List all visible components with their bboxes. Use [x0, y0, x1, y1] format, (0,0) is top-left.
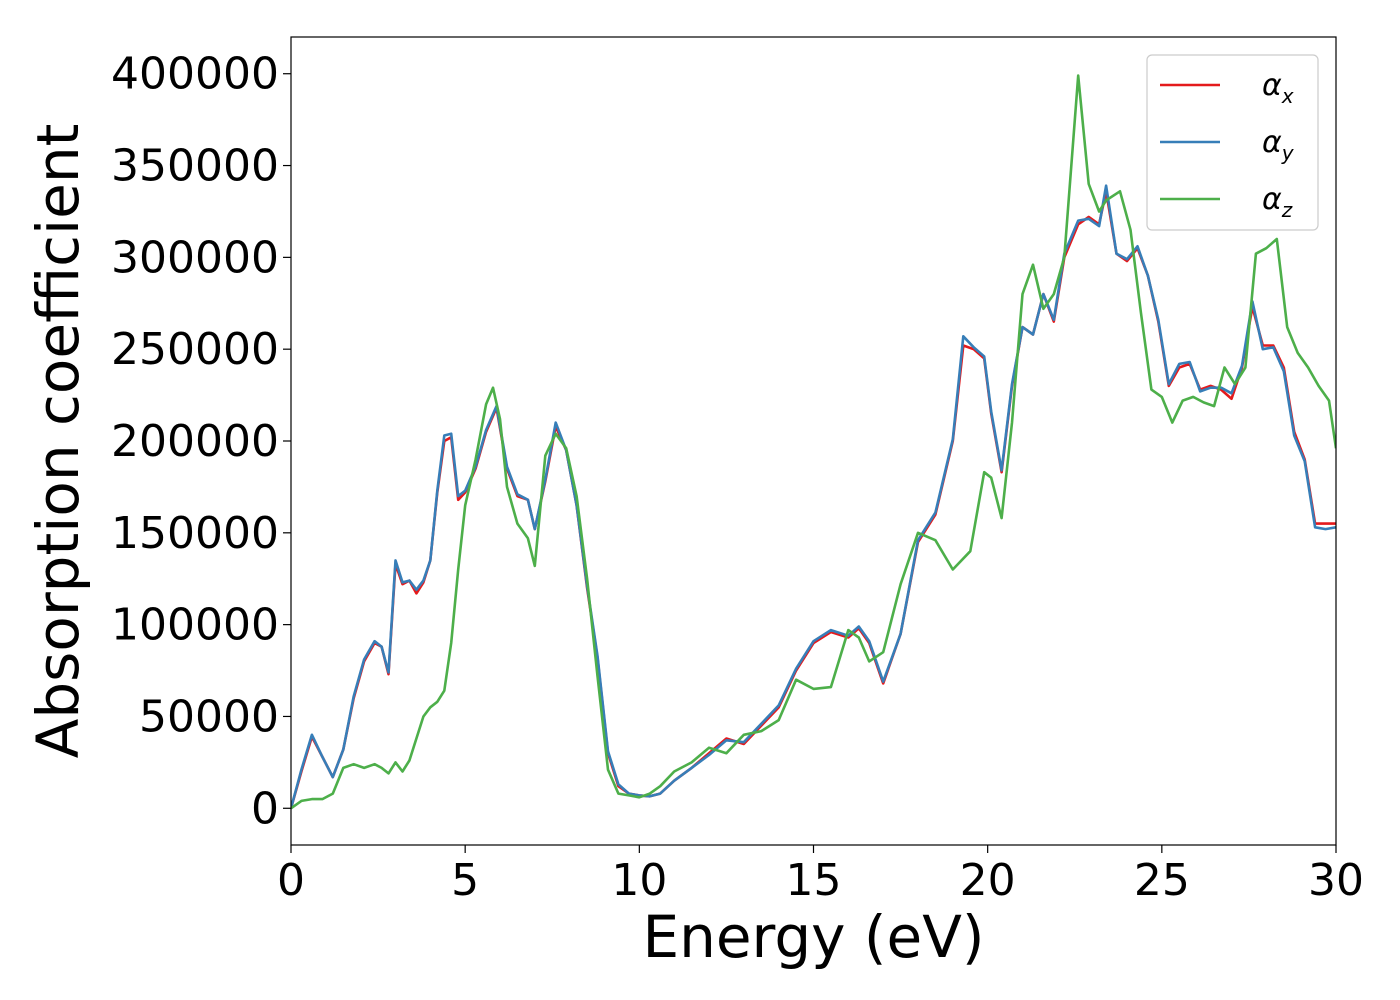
x-tick-label: 5 [451, 855, 479, 906]
x-tick-label: 20 [960, 855, 1016, 906]
legend-label-x: αx [1262, 68, 1294, 108]
y-tick-label: 300000 [111, 232, 279, 283]
x-tick-label: 0 [277, 855, 305, 906]
y-tick-label: 250000 [111, 324, 279, 375]
y-tick-label: 200000 [111, 416, 279, 467]
x-axis-title: Energy (eV) [642, 903, 984, 971]
legend-box [1146, 54, 1319, 231]
series-line-y [291, 184, 1336, 809]
legend: αx αy αz [1146, 54, 1319, 231]
series-layer [291, 74, 1336, 810]
series-line-z [291, 74, 1336, 810]
series-line-x [291, 190, 1336, 809]
y-tick-label: 350000 [111, 141, 279, 192]
legend-label-z: αz [1262, 182, 1293, 222]
x-tick-label: 10 [611, 855, 667, 906]
y-axis-title: Absorption coefficient [24, 124, 92, 759]
y-tick-label: 0 [251, 783, 279, 834]
y-tick-label: 400000 [111, 49, 279, 100]
plot-frame [290, 36, 1337, 846]
x-tick-label: 25 [1134, 855, 1190, 906]
x-tick-label: 15 [786, 855, 842, 906]
x-tick-label: 30 [1308, 855, 1364, 906]
legend-label-y: αy [1262, 125, 1295, 165]
y-tick-label: 150000 [111, 508, 279, 559]
x-axis-ticks: 0 5 10 15 20 25 30 [277, 845, 1364, 906]
y-tick-label: 100000 [111, 600, 279, 651]
y-axis-ticks: 0 50000 100000 150000 200000 250000 300000 3500… [111, 49, 291, 834]
y-tick-label: 50000 [139, 691, 279, 742]
